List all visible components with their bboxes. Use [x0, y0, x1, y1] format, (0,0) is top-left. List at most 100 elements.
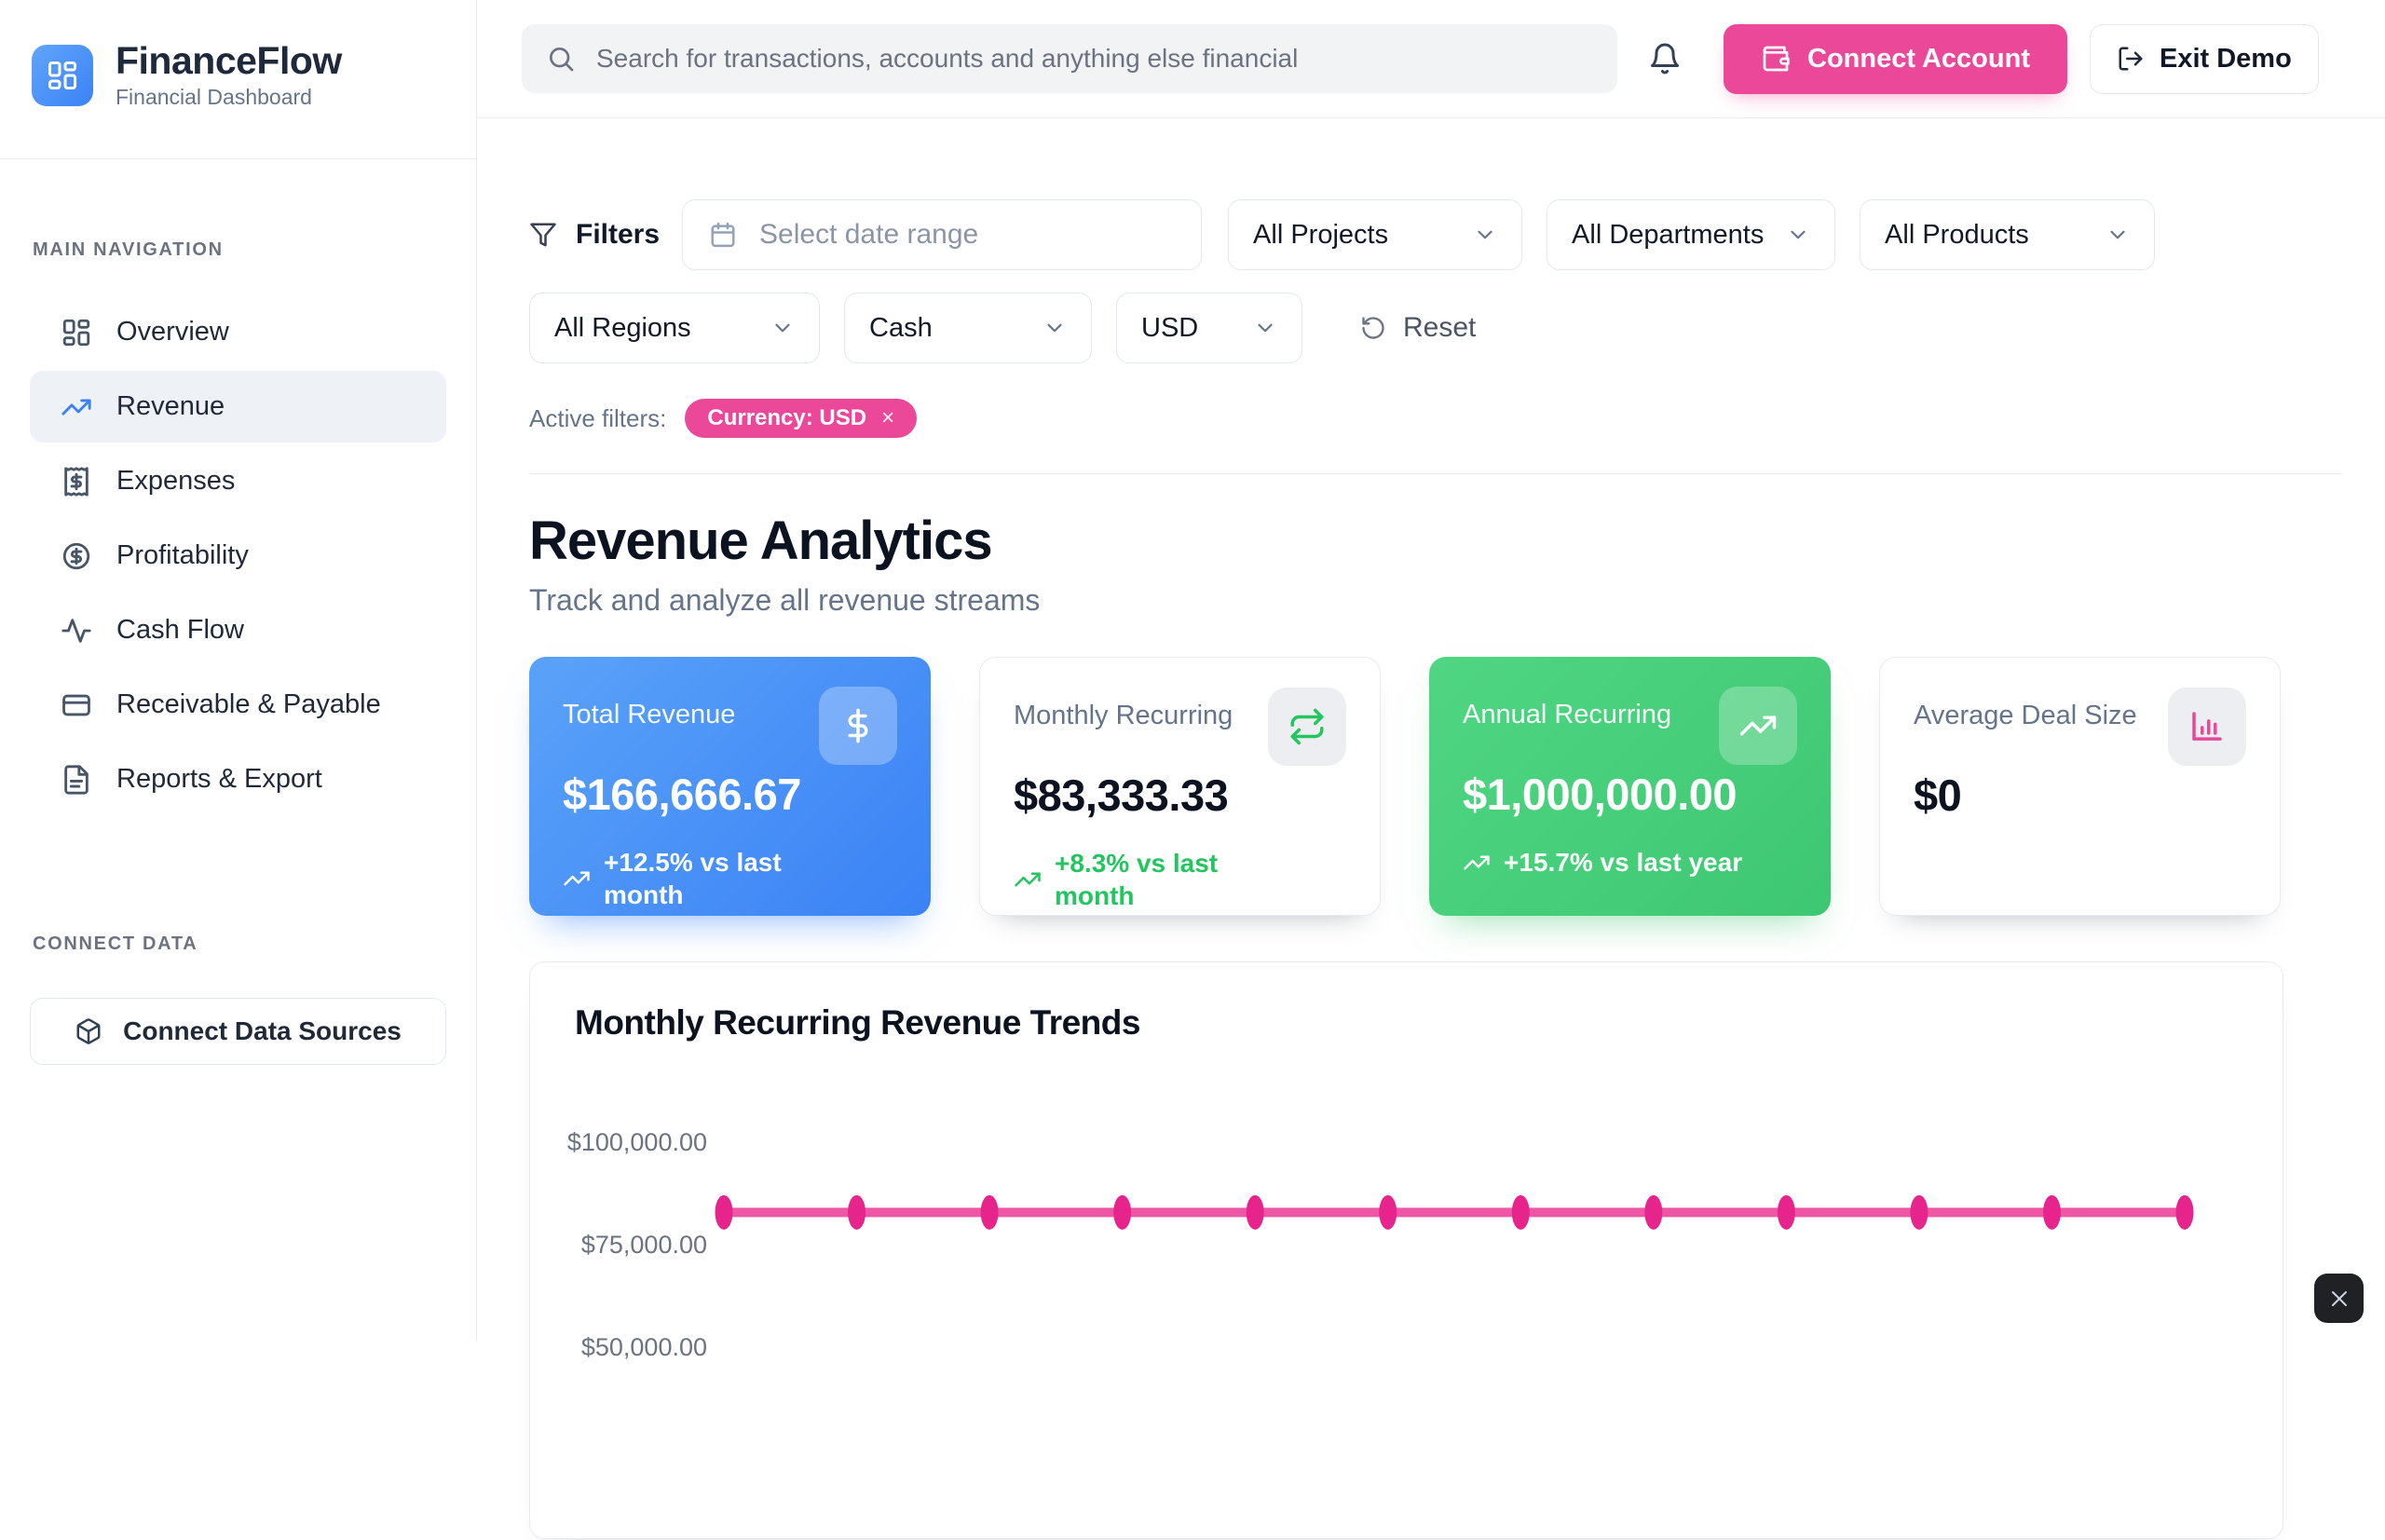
- sidebar-item-expenses[interactable]: Expenses: [30, 445, 446, 517]
- sidebar-item-receivable-payable[interactable]: Receivable & Payable: [30, 669, 446, 741]
- sidebar-item-revenue[interactable]: Revenue: [30, 371, 446, 443]
- metric-title: Monthly Recurring: [1014, 701, 1233, 731]
- search-icon: [546, 44, 576, 74]
- layout-dashboard-icon: [61, 317, 92, 348]
- metric-change: +12.5% vs last month: [563, 846, 897, 911]
- sidebar-item-label: Expenses: [116, 466, 235, 497]
- filters-label: Filters: [529, 219, 660, 251]
- filter-select-usd[interactable]: USD: [1116, 293, 1302, 363]
- metric-card-monthly-recurring: Monthly Recurring$83,333.33+8.3% vs last…: [979, 657, 1381, 916]
- close-demo-overlay-button[interactable]: [2314, 1274, 2364, 1323]
- activity-icon: [61, 615, 92, 647]
- mrr-point[interactable]: [1778, 1195, 1795, 1230]
- filter-select-all-projects[interactable]: All Projects: [1228, 199, 1522, 270]
- search-bar[interactable]: [522, 24, 1617, 93]
- connect-account-button[interactable]: Connect Account: [1724, 24, 2067, 94]
- wallet-icon: [1761, 44, 1791, 74]
- active-filter-chip-currency-usd[interactable]: Currency: USD×: [685, 399, 917, 438]
- mrr-point[interactable]: [1247, 1195, 1264, 1230]
- metric-title: Average Deal Size: [1914, 701, 2137, 731]
- metric-value: $83,333.33: [1014, 770, 1346, 821]
- sidebar-item-overview[interactable]: Overview: [30, 296, 446, 368]
- chevron-down-icon: [2106, 223, 2130, 247]
- sidebar: FinanceFlow Financial Dashboard MAIN NAV…: [0, 0, 477, 1342]
- close-icon: [2328, 1288, 2351, 1310]
- topbar: Connect Account Exit Demo: [477, 0, 2385, 118]
- mrr-point[interactable]: [2176, 1195, 2194, 1230]
- package-icon: [75, 1017, 102, 1045]
- y-axis-tick-label: $100,000.00: [567, 1128, 707, 1156]
- metric-cards-row: Total Revenue $166,666.67 +12.5% vs last m…: [529, 657, 2283, 916]
- filter-select-cash[interactable]: Cash: [844, 293, 1092, 363]
- file-text-icon: [61, 764, 92, 796]
- date-range-input[interactable]: Select date range: [682, 199, 1202, 270]
- sidebar-item-label: Profitability: [116, 540, 249, 571]
- metric-badge: [2168, 688, 2246, 766]
- main-area: Connect Account Exit Demo Filters Select…: [477, 0, 2385, 1342]
- sidebar-item-profitability[interactable]: Profitability: [30, 520, 446, 592]
- remove-filter-icon[interactable]: ×: [881, 405, 894, 431]
- calendar-icon: [709, 221, 737, 249]
- metric-card-total-revenue: Total Revenue $166,666.67 +12.5% vs last m…: [529, 657, 931, 916]
- app-tagline: Financial Dashboard: [116, 85, 342, 110]
- circle-dollar-icon: [61, 540, 92, 572]
- connect-section-heading: CONNECT DATA: [30, 934, 446, 955]
- metric-badge: [1719, 687, 1797, 765]
- trending-up-icon: [61, 391, 92, 423]
- filter-selects-row-1: All Projects All Departments All Products: [1228, 199, 2155, 270]
- app-name: FinanceFlow: [116, 41, 342, 81]
- mrr-point[interactable]: [1113, 1195, 1131, 1230]
- sidebar-item-reports-export[interactable]: Reports & Export: [30, 743, 446, 815]
- metric-value: $0: [1914, 770, 2246, 821]
- funnel-icon: [529, 221, 557, 249]
- exit-demo-button[interactable]: Exit Demo: [2090, 24, 2319, 94]
- active-filters-label: Active filters:: [529, 404, 666, 433]
- mrr-point[interactable]: [1512, 1195, 1530, 1230]
- mrr-point[interactable]: [716, 1195, 733, 1230]
- mrr-point[interactable]: [1379, 1195, 1397, 1230]
- search-input[interactable]: [594, 43, 1593, 75]
- trending-up-icon: [1738, 706, 1778, 745]
- mrr-trend-chart: $100,000.00$75,000.00$50,000.00: [530, 962, 2284, 1540]
- metric-badge: [819, 687, 897, 765]
- metric-value: $1,000,000.00: [1463, 769, 1797, 820]
- filter-selects-row-2: All Regions Cash USD: [529, 293, 1302, 363]
- reset-filters-button[interactable]: Reset: [1355, 311, 1481, 345]
- metric-title: Annual Recurring: [1463, 700, 1671, 730]
- chevron-down-icon: [1043, 316, 1067, 340]
- selected-value: USD: [1141, 313, 1198, 344]
- log-out-icon: [2117, 45, 2145, 73]
- metric-value: $166,666.67: [563, 769, 897, 820]
- sidebar-item-label: Receivable & Payable: [116, 689, 381, 720]
- selected-value: All Projects: [1253, 220, 1388, 251]
- connect-data-sources-label: Connect Data Sources: [123, 1016, 402, 1046]
- mrr-point[interactable]: [2043, 1195, 2061, 1230]
- mrr-point[interactable]: [981, 1195, 999, 1230]
- active-filters-row: Active filters: Currency: USD×: [529, 399, 2342, 438]
- selected-value: All Departments: [1572, 220, 1764, 251]
- metric-badge: [1268, 688, 1346, 766]
- chevron-down-icon: [1473, 223, 1497, 247]
- chevron-down-icon: [1786, 223, 1810, 247]
- date-range-placeholder: Select date range: [759, 219, 978, 251]
- mrr-point[interactable]: [848, 1195, 865, 1230]
- mrr-point[interactable]: [1910, 1195, 1928, 1230]
- bar-chart-icon: [2187, 707, 2227, 746]
- filter-select-all-products[interactable]: All Products: [1860, 199, 2155, 270]
- active-filter-chips: Currency: USD×: [685, 399, 917, 438]
- chevron-down-icon: [1253, 316, 1277, 340]
- connect-data-sources-button[interactable]: Connect Data Sources: [30, 998, 446, 1065]
- filter-select-all-regions[interactable]: All Regions: [529, 293, 820, 363]
- filter-select-all-departments[interactable]: All Departments: [1547, 199, 1835, 270]
- receipt-icon: [61, 466, 92, 497]
- metric-change: +15.7% vs last year: [1463, 846, 1797, 879]
- notifications-button[interactable]: [1643, 37, 1686, 80]
- sidebar-item-cash-flow[interactable]: Cash Flow: [30, 594, 446, 666]
- mrr-point[interactable]: [1644, 1195, 1662, 1230]
- app-logo: [32, 45, 93, 106]
- metric-card-annual-recurring: Annual Recurring $1,000,000.00 +15.7% vs l…: [1429, 657, 1831, 916]
- metric-title: Total Revenue: [563, 700, 735, 730]
